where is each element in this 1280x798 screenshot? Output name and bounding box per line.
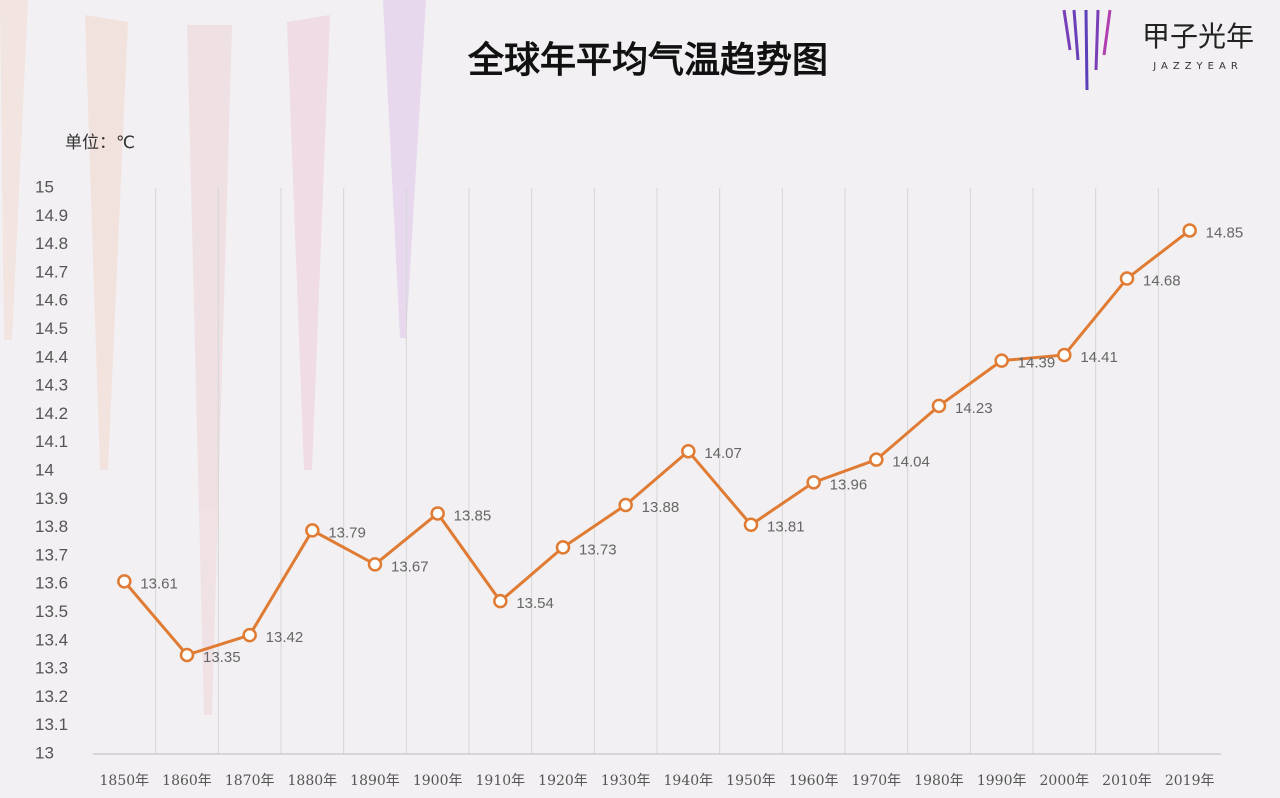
y-tick-label: 13.4 (35, 630, 68, 649)
data-label: 13.85 (454, 507, 492, 524)
x-tick-label: 1970年 (852, 773, 902, 789)
data-label: 13.35 (203, 649, 241, 666)
data-point (618, 497, 633, 513)
data-point (1119, 271, 1135, 286)
data-label: 13.73 (579, 541, 617, 558)
y-tick-label: 13.5 (35, 602, 68, 621)
y-tick-label: 13.3 (35, 659, 68, 678)
x-tick-label: 1850年 (100, 773, 150, 789)
data-label: 13.61 (140, 575, 178, 592)
data-point (117, 574, 132, 589)
x-tick-label: 2019年 (1165, 773, 1215, 789)
x-tick-label: 1990年 (977, 773, 1027, 789)
data-point (1182, 223, 1197, 238)
data-label: 13.67 (391, 558, 429, 575)
x-tick-label: 1980年 (914, 773, 964, 789)
data-label: 13.81 (767, 519, 805, 536)
y-tick-label: 13.2 (35, 687, 68, 706)
x-tick-label: 1870年 (225, 773, 275, 789)
data-label: 13.54 (516, 595, 554, 612)
y-tick-label: 13.7 (35, 545, 68, 564)
y-tick-label: 13.1 (35, 715, 68, 734)
data-point (743, 517, 759, 533)
data-label: 14.41 (1080, 349, 1118, 366)
y-tick-label: 14.4 (35, 347, 68, 366)
y-tick-label: 14.2 (35, 404, 68, 423)
x-tick-label: 1950年 (726, 773, 776, 789)
x-tick-label: 1860年 (162, 773, 212, 789)
data-point (430, 506, 445, 521)
data-label: 14.07 (704, 445, 742, 462)
decoration (0, 0, 426, 715)
data-label: 13.96 (830, 476, 868, 493)
data-point (869, 452, 884, 467)
x-tick-label: 1920年 (538, 773, 588, 789)
y-tick-label: 15 (35, 177, 54, 196)
data-label: 13.79 (328, 524, 366, 541)
y-tick-label: 14.9 (35, 206, 68, 225)
data-point (994, 353, 1009, 368)
data-label: 14.39 (1018, 355, 1056, 372)
chart-title: 全球年平均气温趋势图 (467, 39, 828, 81)
x-tick-label: 1930年 (601, 773, 651, 789)
y-tick-label: 13.8 (35, 517, 68, 536)
y-tick-label: 13 (35, 743, 54, 762)
logo-subtitle: JAZZYEAR (1152, 61, 1243, 72)
y-tick-label: 13.9 (35, 489, 68, 508)
data-label: 14.85 (1206, 224, 1244, 241)
data-point (305, 523, 320, 538)
data-label: 13.88 (642, 499, 680, 516)
data-label: 14.23 (955, 400, 993, 417)
y-tick-label: 14.5 (35, 319, 68, 338)
x-tick-label: 1880年 (288, 773, 338, 789)
series-line (123, 229, 1191, 657)
logo: 甲子光年 JAZZYEAR (1062, 9, 1254, 91)
y-tick-label: 14.8 (35, 234, 68, 253)
data-point (367, 557, 383, 572)
data-point (242, 627, 257, 643)
data-point (555, 540, 571, 555)
data-label: 14.68 (1143, 273, 1181, 290)
y-tick-label: 14.3 (35, 376, 68, 395)
x-tick-label: 2000年 (1040, 773, 1090, 789)
data-point (493, 593, 508, 609)
data-point (931, 398, 947, 414)
unit-label: 单位：℃ (65, 133, 135, 153)
x-tick-label: 1940年 (664, 773, 714, 789)
x-tick-label: 2010年 (1102, 773, 1152, 789)
x-tick-label: 1960年 (789, 773, 839, 789)
data-label: 13.42 (266, 629, 304, 646)
data-point (1057, 347, 1072, 363)
y-tick-label: 13.6 (35, 574, 68, 593)
data-point (179, 647, 195, 663)
y-tick-label: 14.7 (35, 262, 68, 281)
data-point (681, 443, 696, 459)
x-tick-label: 1890年 (350, 773, 400, 789)
data-label: 14.04 (892, 454, 930, 471)
y-tick-label: 14.6 (35, 291, 68, 310)
y-tick-label: 14 (35, 460, 54, 479)
x-tick-label: 1910年 (476, 773, 526, 789)
data-point (806, 475, 821, 490)
logo-name: 甲子光年 (1142, 20, 1254, 53)
x-tick-label: 1900年 (413, 773, 463, 789)
y-tick-label: 14.1 (35, 432, 68, 451)
